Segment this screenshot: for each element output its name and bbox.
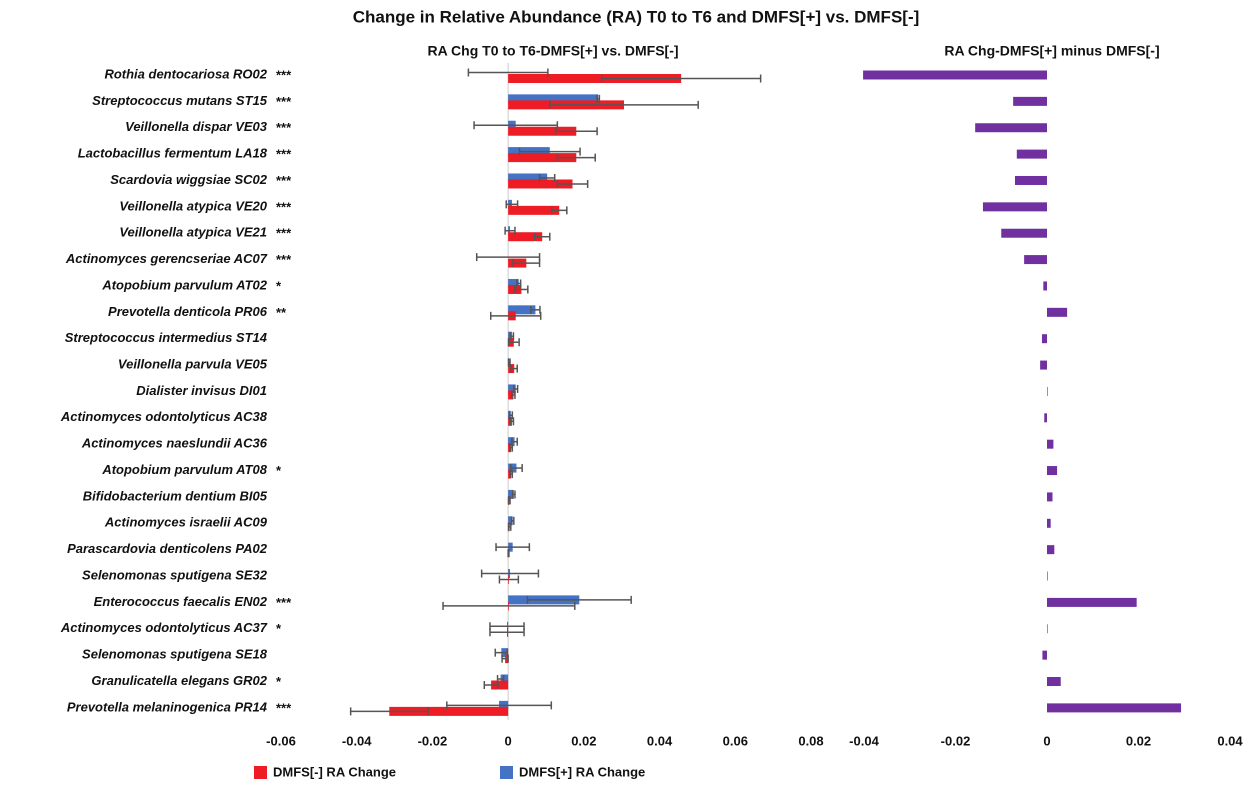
significance: ***: [276, 595, 292, 610]
category-label: Dialister invisus DI01: [136, 383, 267, 398]
significance: ***: [276, 147, 292, 162]
category-label: Rothia dentocariosa RO02: [104, 66, 267, 81]
category-label: Actinomyces odontolyticus AC37: [60, 620, 268, 635]
category-label: Prevotella melaninogenica PR14: [67, 699, 268, 714]
bar: [1024, 255, 1047, 264]
bar: [1047, 624, 1048, 633]
category-label: Selenomonas sputigena SE32: [82, 567, 268, 582]
bar: [1015, 176, 1047, 185]
bar: [1047, 545, 1054, 554]
bar: [863, 71, 1047, 80]
legend-label: DMFS[+] RA Change: [519, 764, 645, 779]
bar: [1044, 413, 1047, 422]
category-label: Actinomyces naeslundii AC36: [81, 436, 268, 451]
x-tick-label: 0.02: [571, 733, 596, 748]
bar: [1047, 492, 1052, 501]
category-label: Prevotella denticola PR06: [108, 304, 268, 319]
bar: [1047, 519, 1051, 528]
x-tick-label: 0.08: [798, 733, 823, 748]
x-tick-label: -0.04: [342, 733, 372, 748]
bar: [1017, 150, 1047, 159]
category-label: Atopobium parvulum AT02: [101, 277, 267, 292]
significance: ***: [276, 94, 292, 109]
bar: [1013, 97, 1047, 106]
significance: **: [276, 305, 287, 320]
significance: ***: [276, 226, 292, 241]
bar: [1047, 308, 1067, 317]
category-label: Streptococcus intermedius ST14: [65, 330, 268, 345]
significance: ***: [276, 252, 292, 267]
x-tick-label: -0.02: [418, 733, 448, 748]
category-label: Enterococcus faecalis EN02: [94, 594, 268, 609]
bar: [1047, 703, 1181, 712]
x-tick-label: -0.06: [266, 733, 296, 748]
x-tick-label: 0.04: [1217, 733, 1243, 748]
chart-title: Change in Relative Abundance (RA) T0 to …: [353, 7, 920, 26]
bar: [1042, 334, 1047, 343]
x-tick-label: 0: [1043, 733, 1050, 748]
category-label: Bifidobacterium dentium BI05: [83, 488, 268, 503]
bar: [1043, 281, 1047, 290]
category-label: Granulicatella elegans GR02: [91, 673, 267, 688]
bar: [975, 123, 1047, 132]
legend-swatch: [254, 766, 267, 779]
category-label: Selenomonas sputigena SE18: [82, 647, 268, 662]
category-label: Veillonella dispar VE03: [125, 119, 268, 134]
x-tick-label: 0: [505, 733, 512, 748]
x-tick-label: 0.04: [647, 733, 673, 748]
significance: ***: [276, 173, 292, 188]
panel-title: RA Chg-DMFS[+] minus DMFS[-]: [944, 43, 1159, 59]
category-label: Atopobium parvulum AT08: [101, 462, 267, 477]
significance: ***: [276, 120, 292, 135]
category-label: Actinomyces odontolyticus AC38: [60, 409, 268, 424]
category-label: Veillonella parvula VE05: [118, 357, 268, 372]
x-tick-label: -0.04: [849, 733, 879, 748]
bar: [1040, 361, 1047, 370]
category-label: Actinomyces gerencseriae AC07: [65, 251, 268, 266]
bar: [1047, 677, 1061, 686]
bar: [1042, 651, 1047, 660]
significance: ***: [276, 67, 292, 82]
significance: ***: [276, 199, 292, 214]
bar: [1047, 387, 1048, 396]
legend-swatch: [500, 766, 513, 779]
x-tick-label: 0.02: [1126, 733, 1151, 748]
category-label: Streptococcus mutans ST15: [92, 93, 268, 108]
x-tick-label: -0.02: [941, 733, 971, 748]
category-label: Lactobacillus fermentum LA18: [78, 146, 268, 161]
bar: [1047, 466, 1057, 475]
category-label: Veillonella atypica VE21: [119, 225, 267, 240]
x-tick-label: 0.06: [723, 733, 748, 748]
category-label: Scardovia wiggsiae SC02: [110, 172, 268, 187]
bar: [1047, 440, 1053, 449]
error-bar: [508, 549, 509, 557]
panel-title: RA Chg T0 to T6-DMFS[+] vs. DMFS[-]: [427, 43, 678, 59]
category-label: Veillonella atypica VE20: [119, 198, 267, 213]
category-label: Parascardovia denticolens PA02: [67, 541, 268, 556]
bar: [1047, 598, 1137, 607]
bar: [1001, 229, 1047, 238]
bar: [983, 202, 1047, 211]
significance: ***: [276, 700, 292, 715]
bar: [1047, 572, 1048, 581]
category-label: Actinomyces israelii AC09: [104, 515, 268, 530]
legend-label: DMFS[-] RA Change: [273, 764, 396, 779]
